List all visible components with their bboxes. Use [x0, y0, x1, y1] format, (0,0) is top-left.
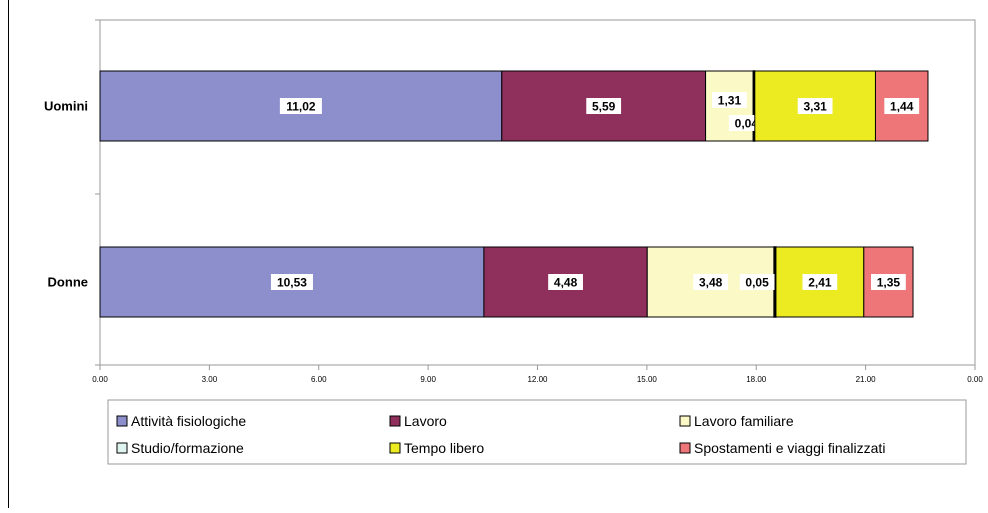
- category-label-uomini: Uomini: [44, 99, 88, 114]
- legend-item-tempo-libero: Tempo libero: [389, 440, 484, 456]
- data-label-bg: [871, 274, 906, 290]
- legend-item-spostamenti-e-viaggi-finalizzati: Spostamenti e viaggi finalizzati: [679, 440, 885, 456]
- data-label-bg: [797, 98, 833, 114]
- data-label-uomini-lavoro: 5,59: [586, 98, 622, 114]
- data-label-bg: [693, 274, 729, 290]
- data-label-donne-lavoro: 4,48: [548, 274, 583, 290]
- data-label-donne-attivita-fisiologiche: 10,53: [270, 274, 313, 290]
- legend-item-studio-formazione: Studio/formazione: [116, 440, 244, 456]
- legend-swatch: [116, 442, 128, 454]
- data-label-uomini-tempo-libero: 3,31: [797, 98, 833, 114]
- bar-uomini-spostamenti-e-viaggi-finalizzati: [874, 70, 929, 142]
- x-tick-label: 18.00: [746, 375, 767, 384]
- legend-label: Tempo libero: [404, 440, 484, 456]
- category-label-donne: Donne: [48, 275, 88, 290]
- legend-item-lavoro-familiare: Lavoro familiare: [679, 413, 794, 429]
- legend-label: Lavoro: [404, 413, 447, 429]
- data-label-uomini-lavoro-familiare: 1,31: [712, 92, 747, 108]
- legend-swatch: [389, 415, 401, 427]
- x-tick-label: 3.00: [202, 375, 218, 384]
- data-label-text: 2,41: [808, 276, 832, 290]
- data-label-uomini-attivita-fisiologiche: 11,02: [279, 98, 322, 114]
- data-label-text: 11,02: [286, 100, 316, 114]
- x-tick-label: 0.00: [92, 375, 108, 384]
- data-label-donne-lavoro-familiare: 3,48: [693, 274, 729, 290]
- data-label-bg: [586, 98, 622, 114]
- legend-label: Attività fisiologiche: [131, 413, 246, 429]
- data-label-bg: [802, 274, 838, 290]
- x-tick-label: 12.00: [527, 375, 548, 384]
- x-axis: 0.00 3.00 6.00 9.00 12.00 15.00 18.00 21.00 0.00: [92, 365, 983, 384]
- data-label-bg: [279, 98, 322, 114]
- data-label-text: 10,53: [277, 276, 307, 290]
- data-label-bg: [270, 274, 313, 290]
- data-label-donne-spostamenti-e-viaggi-finalizzati: 1,35: [871, 274, 906, 290]
- x-tick-label: 15.00: [637, 375, 658, 384]
- data-label-bg: [739, 274, 775, 290]
- bar-donne-lavoro: [483, 246, 648, 318]
- data-label-donne-studio-formazione: 0,05: [739, 274, 775, 290]
- legend-box: [107, 399, 967, 465]
- bars-group: 11,02 5,59 1,31 0,04 3,31 1,44 10,53 4,48 3,48 0,…: [99, 70, 929, 318]
- legend-label: Studio/formazione: [131, 440, 244, 456]
- data-label-text: 0,04: [735, 117, 759, 131]
- data-label-text: 5,59: [592, 100, 616, 114]
- data-label-uomini-spostamenti-e-viaggi-finalizzati: 1,44: [884, 98, 920, 114]
- legend-swatch: [679, 442, 691, 454]
- data-label-text: 3,31: [803, 100, 827, 114]
- legend-label: Spostamenti e viaggi finalizzati: [694, 440, 885, 456]
- legend-swatch: [389, 442, 401, 454]
- data-label-bg: [548, 274, 583, 290]
- x-tick-label: 0.00: [967, 375, 983, 384]
- legend: Attività fisiologiche Lavoro Lavoro famili…: [107, 399, 967, 465]
- data-label-text: 3,48: [699, 276, 723, 290]
- data-label-text: 1,31: [718, 94, 742, 108]
- category-labels: Uomini Donne: [44, 19, 100, 366]
- legend-label: Lavoro familiare: [694, 413, 794, 429]
- data-label-text: 0,05: [745, 276, 769, 290]
- x-tick-label: 21.00: [856, 375, 877, 384]
- x-tick-label: 9.00: [420, 375, 436, 384]
- data-label-text: 1,44: [890, 100, 914, 114]
- data-label-bg: [884, 98, 920, 114]
- legend-swatch: [116, 415, 128, 427]
- data-label-bg: [712, 92, 747, 108]
- data-label-donne-tempo-libero: 2,41: [802, 274, 838, 290]
- data-label-text: 4,48: [554, 276, 578, 290]
- legend-swatch: [679, 415, 691, 427]
- x-tick-label: 6.00: [311, 375, 327, 384]
- legend-item-attivita-fisiologiche: Attività fisiologiche: [116, 413, 246, 429]
- legend-item-lavoro: Lavoro: [389, 413, 447, 429]
- data-label-text: 1,35: [877, 276, 901, 290]
